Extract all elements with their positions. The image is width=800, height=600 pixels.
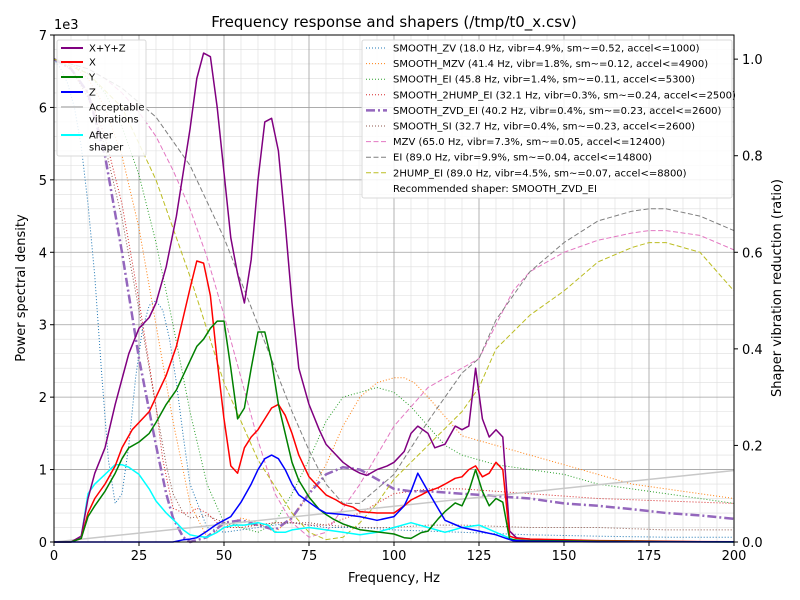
recommended-shaper-label: Recommended shaper: SMOOTH_ZVD_EI	[393, 184, 597, 195]
legend-label-smooth-mzv: SMOOTH_MZV (41.4 Hz, vibr=1.8%, sm~=0.12…	[393, 59, 708, 70]
x-tick-label: 200	[722, 549, 747, 564]
x-tick-label: 125	[467, 549, 492, 564]
y2-tick-label: 1.0	[742, 53, 763, 68]
psd-lines	[54, 52, 735, 543]
legend-label-x: X	[89, 58, 96, 69]
y-tick-label: 4	[39, 246, 47, 261]
legend-label-after-shaper: After shaper	[89, 131, 124, 154]
legend-label-smooth-ei: SMOOTH_EI (45.8 Hz, vibr=1.4%, sm~=0.11,…	[393, 75, 695, 86]
y-axis-label: Power spectral density	[14, 214, 29, 362]
series-ei-89-0-hz-vibr-9-9-sm-0-04-accel-14800-line	[53, 58, 735, 504]
x-tick-label: 25	[131, 549, 148, 564]
x-axis-label: Frequency, Hz	[348, 571, 440, 586]
y-tick-label: 2	[39, 391, 47, 406]
legend-right-box	[361, 39, 733, 199]
series-x-y-z-line	[54, 52, 734, 543]
legend-label-smooth-si: SMOOTH_SI (32.7 Hz, vibr=0.4%, sm~=0.23,…	[393, 122, 695, 133]
y2-tick-label: 0.2	[742, 439, 763, 454]
y-tick-label: 0	[39, 536, 47, 551]
x-tick-label: 50	[216, 549, 233, 564]
legend-label-z: Z	[89, 88, 96, 99]
x-tick-label: 175	[637, 549, 662, 564]
y-axis-exponent: 1e3	[54, 18, 79, 33]
legend-label-acceptable-vibrations: Acceptable vibrations	[89, 103, 145, 126]
legend-label-smooth-zv: SMOOTH_ZV (18.0 Hz, vibr=4.9%, sm~=0.52,…	[393, 44, 700, 55]
x-tick-label: 100	[382, 549, 407, 564]
legend-label-2hump-ei: 2HUMP_EI (89.0 Hz, vibr=4.5%, sm~=0.07, …	[393, 168, 687, 179]
legend-left: X+Y+Z XYZ Acceptable vibrations After shaper	[56, 39, 147, 157]
legend-label-mzv: MZV (65.0 Hz, vibr=7.3%, sm~=0.05, accel…	[393, 137, 665, 148]
x-tick-label: 150	[552, 549, 577, 564]
y-tick-label: 7	[39, 29, 47, 44]
series-smooth-mzv-41-4-hz-vibr-1-8-sm-0-12-accel-4900-line	[53, 58, 735, 538]
legend-label-ei: EI (89.0 Hz, vibr=9.9%, sm~=0.04, accel<…	[393, 153, 652, 164]
x-tick-label: 0	[50, 549, 58, 564]
legend-label-smooth-2hump-ei: SMOOTH_2HUMP_EI (32.1 Hz, vibr=0.3%, sm~…	[393, 90, 736, 101]
legend-label-smooth-zvd-ei: SMOOTH_ZVD_EI (40.2 Hz, vibr=0.4%, sm~=0…	[393, 106, 722, 117]
y2-axis-label: Shaper vibration reduction (ratio)	[770, 179, 785, 397]
y2-tick-label: 0.4	[742, 343, 763, 358]
y2-tick-label: 0.6	[742, 246, 763, 261]
series-x-line	[54, 260, 735, 543]
legend-label-x-y-z: X+Y+Z	[89, 44, 126, 55]
y-tick-label: 5	[39, 174, 47, 189]
series-y-line	[54, 320, 735, 543]
y-axis-left: 0 1 2 3 4 5 6 7	[39, 29, 54, 551]
legend-label-y: Y	[88, 73, 96, 84]
legend-right: SMOOTH_ZV (18.0 Hz, vibr=4.9%, sm~=0.52,…	[361, 39, 736, 199]
y-axis-right: 0.0 0.2 0.4 0.6 0.8 1.0	[734, 53, 763, 551]
series-smooth-zv-18-0-hz-vibr-4-9-sm-0-52-accel-1000-line	[53, 58, 734, 538]
series-z-line	[54, 454, 734, 543]
y-tick-label: 3	[39, 319, 47, 334]
chart-title: Frequency response and shapers (/tmp/t0_…	[211, 13, 577, 32]
series-acceptable-vibrations-line	[53, 469, 735, 543]
y2-tick-label: 0.8	[742, 150, 763, 165]
y-tick-label: 6	[39, 101, 47, 116]
x-axis: 0 25 50 75 100 125 150 175 200	[50, 542, 747, 564]
legend-left-box	[56, 39, 147, 157]
y-tick-label: 1	[39, 464, 47, 479]
series-smooth-zvd-ei-40-2-hz-vibr-0-4-sm-0-23-accel-2600-line	[53, 58, 735, 544]
y2-tick-label: 0.0	[742, 536, 763, 551]
series-2hump-ei-89-0-hz-vibr-4-5-sm-0-07-accel-8800-line	[53, 58, 735, 541]
x-tick-label: 75	[301, 549, 318, 564]
